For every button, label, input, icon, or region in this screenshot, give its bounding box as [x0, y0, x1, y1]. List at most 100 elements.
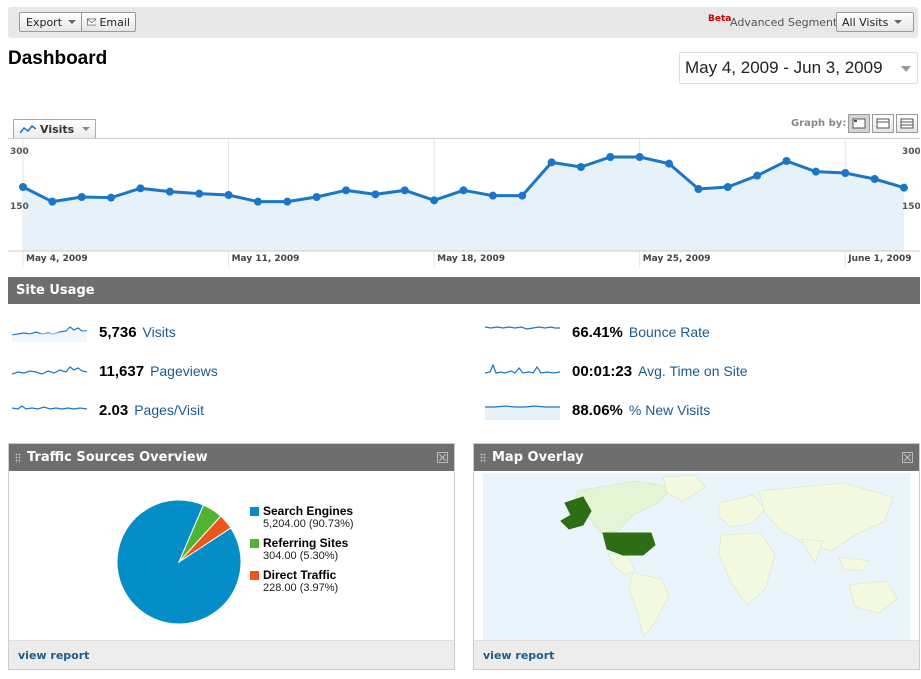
legend-swatch [250, 538, 259, 548]
data-point [459, 186, 468, 195]
graph-by-week-button[interactable] [872, 114, 894, 133]
traffic-sources-footer: view report [9, 640, 454, 669]
advanced-segments-label: Advanced Segments: [730, 16, 847, 29]
site-usage-title: Site Usage [16, 283, 95, 298]
y-axis-label-left-top: 300 [10, 147, 29, 157]
data-point [253, 197, 262, 206]
metric-link-bounce-rate[interactable]: Bounce Rate [628, 324, 710, 340]
email-button[interactable]: Email [81, 12, 136, 32]
export-label: Export [26, 15, 63, 29]
y-axis-label-right-mid: 150 [902, 202, 920, 212]
sparkline [485, 326, 560, 330]
sparkline [12, 405, 87, 410]
data-point [518, 191, 527, 200]
date-range-picker[interactable]: May 4, 2009 - Jun 3, 2009 [679, 52, 918, 84]
metric-link-avg-time[interactable]: Avg. Time on Site [638, 363, 748, 379]
metric-value: 2.03 [99, 401, 129, 419]
metric-selector-tab[interactable]: Visits [13, 119, 96, 138]
traffic-legend: Search Engines 5,204.00 (90.73%) Referri… [250, 504, 354, 600]
month-view-icon [900, 118, 914, 129]
visits-area [23, 157, 904, 251]
top-toolbar: Export Email Beta Advanced Segments: All… [8, 7, 918, 38]
metric-link-new-visits[interactable]: % New Visits [628, 402, 711, 418]
map-region-greenland [662, 474, 706, 502]
traffic-sources-header[interactable]: Traffic Sources Overview [9, 444, 454, 471]
metric-tab-label: Visits [40, 122, 75, 136]
metric-value: 00:01:23 [572, 362, 633, 380]
data-point [195, 189, 204, 198]
drag-handle-icon[interactable] [480, 452, 486, 463]
chevron-down-icon [894, 20, 903, 24]
metric-pageviews: 11,637 Pageviews [12, 360, 218, 382]
metric-link-pages-visit[interactable]: Pages/Visit [134, 402, 204, 418]
drag-handle-icon[interactable] [15, 452, 21, 463]
metric-value: 66.41% [572, 323, 623, 341]
graph-by-month-button[interactable] [896, 114, 918, 133]
data-point [782, 157, 791, 165]
legend-label: Direct Traffic [263, 568, 337, 582]
data-point [576, 163, 585, 171]
metric-link-visits[interactable]: Visits [142, 324, 176, 340]
map-region-europe [718, 494, 766, 528]
metric-bounce-rate: 66.41% Bounce Rate [485, 321, 710, 343]
data-point [606, 153, 615, 161]
traffic-pie-chart [116, 499, 242, 625]
export-button[interactable]: Export [19, 12, 86, 32]
visits-chart: 300 150 300 150 May 4, 2009 May 11, 2009 May 1… [8, 138, 920, 267]
data-point [753, 171, 762, 180]
x-axis-label: May 11, 2009 [232, 254, 300, 264]
traffic-view-report-link[interactable]: view report [18, 648, 90, 662]
data-point [371, 190, 380, 199]
data-point [665, 159, 674, 168]
email-label: Email [99, 15, 130, 29]
close-icon[interactable] [437, 452, 448, 463]
data-point [283, 197, 292, 206]
data-point [488, 191, 497, 200]
map-overlay-panel: Map Overlay [473, 443, 920, 670]
data-point [430, 196, 439, 205]
date-range-text: May 4, 2009 - Jun 3, 2009 [685, 58, 883, 77]
traffic-sources-title: Traffic Sources Overview [27, 450, 208, 465]
sparkline [12, 366, 87, 375]
map-region-southeast-asia [838, 556, 870, 572]
metric-link-pageviews[interactable]: Pageviews [150, 363, 218, 379]
week-view-icon [876, 118, 890, 129]
legend-item-referring: Referring Sites 304.00 (5.30%) [250, 536, 354, 562]
map-region-central-america [607, 552, 636, 576]
sparkline [485, 363, 560, 374]
legend-item-direct: Direct Traffic 228.00 (3.97%) [250, 568, 354, 594]
legend-value: 304.00 (5.30%) [263, 550, 339, 562]
metric-pages-per-visit: 2.03 Pages/Visit [12, 399, 204, 421]
data-point [811, 167, 820, 176]
data-point [841, 169, 850, 177]
advanced-segments-select[interactable]: All Visits [836, 12, 914, 32]
site-usage-header: Site Usage [8, 277, 920, 304]
legend-swatch [250, 570, 259, 580]
sparkline [12, 326, 87, 342]
close-icon[interactable] [902, 452, 913, 463]
pie-slice-2[interactable] [178, 515, 232, 563]
data-point [870, 175, 879, 183]
traffic-sources-panel: Traffic Sources Overview Search Engines … [8, 443, 455, 670]
graph-by-day-button[interactable] [848, 114, 870, 133]
metric-visits: 5,736 Visits [12, 321, 176, 343]
data-point [107, 193, 116, 202]
page-title: Dashboard [8, 48, 108, 69]
chevron-down-icon [82, 127, 91, 131]
data-point [547, 158, 556, 167]
data-point [635, 153, 644, 161]
chevron-down-icon [901, 66, 911, 72]
data-point [77, 193, 86, 201]
map-view-report-link[interactable]: view report [483, 648, 555, 662]
legend-item-search: Search Engines 5,204.00 (90.73%) [250, 504, 354, 530]
metric-avg-time: 00:01:23 Avg. Time on Site [485, 360, 748, 382]
data-point [312, 193, 321, 201]
world-map-svg [483, 473, 910, 640]
data-point [19, 183, 27, 191]
data-point [400, 186, 409, 195]
map-region-australia [848, 580, 898, 614]
world-map[interactable] [483, 473, 910, 640]
map-overlay-header[interactable]: Map Overlay [474, 444, 919, 471]
metric-new-visits: 88.06% % New Visits [485, 399, 710, 421]
map-region-south-america [628, 572, 670, 638]
